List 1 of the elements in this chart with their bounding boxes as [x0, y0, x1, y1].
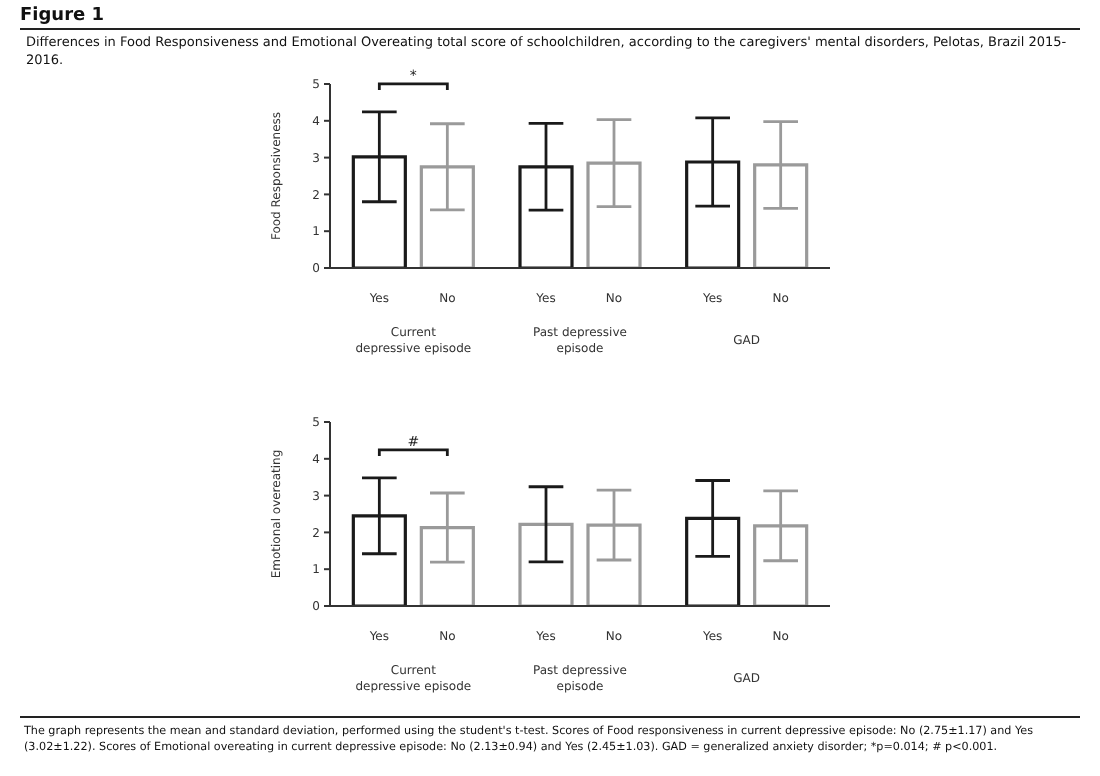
caption: Figure 1: [20, 6, 1080, 26]
